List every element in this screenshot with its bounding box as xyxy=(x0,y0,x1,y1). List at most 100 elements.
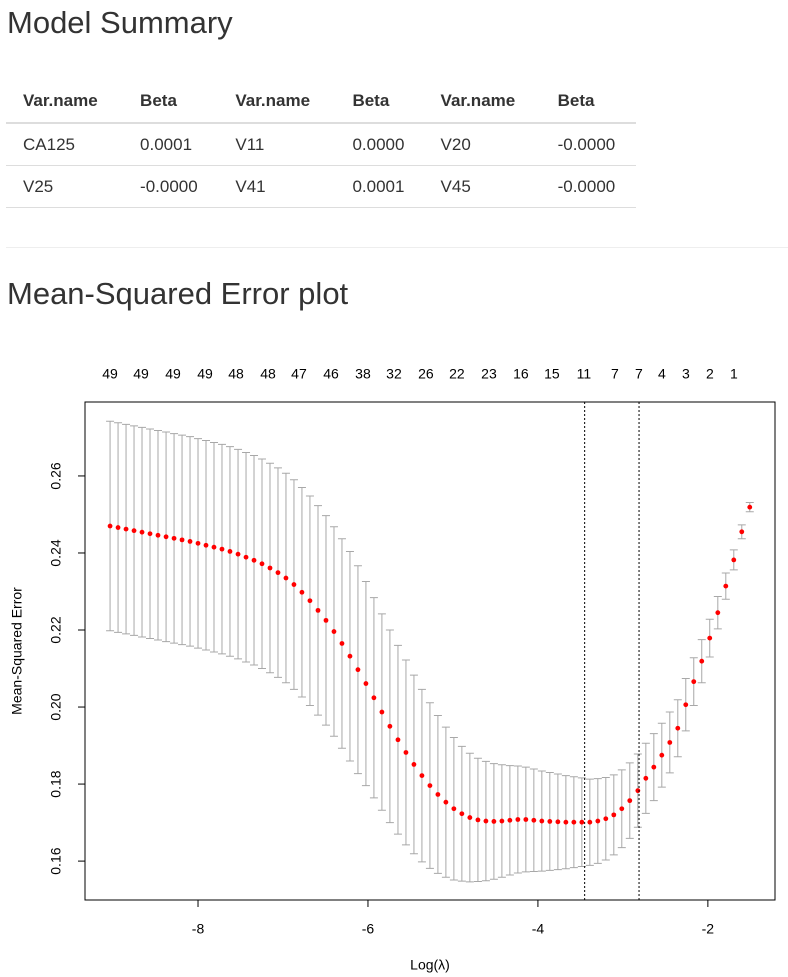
mean-point xyxy=(347,653,353,659)
y-tick-label: 0.26 xyxy=(48,462,64,489)
mean-point xyxy=(475,817,481,823)
nzero-label: 2 xyxy=(706,366,714,382)
mean-point xyxy=(587,819,593,825)
table-cell: 0.0001 xyxy=(123,123,219,166)
mean-point xyxy=(131,528,137,534)
table-cell: -0.0000 xyxy=(540,123,636,166)
mean-point xyxy=(371,695,377,701)
mean-point xyxy=(187,539,193,544)
mean-point xyxy=(179,537,185,543)
mean-point xyxy=(731,557,737,563)
nzero-label: 11 xyxy=(577,366,592,382)
mean-point xyxy=(611,812,617,818)
mean-point xyxy=(427,783,433,789)
divider xyxy=(6,247,788,248)
mean-point xyxy=(163,534,169,540)
nzero-label: 15 xyxy=(544,366,560,382)
mean-point xyxy=(315,607,321,613)
header-row: Var.name Beta Var.name Beta Var.name Beta xyxy=(6,80,636,124)
mean-point xyxy=(395,737,401,743)
x-axis-label: Log(λ) xyxy=(410,957,450,973)
mean-point xyxy=(251,557,257,563)
column-header: Var.name xyxy=(218,80,336,124)
table-cell: -0.0000 xyxy=(540,165,636,208)
mean-point xyxy=(459,811,465,817)
table-cell: V25 xyxy=(6,165,124,208)
nzero-label: 49 xyxy=(133,366,149,382)
mean-point xyxy=(595,818,601,824)
mean-point xyxy=(683,702,689,708)
nzero-label: 47 xyxy=(291,366,307,382)
mean-point xyxy=(491,819,497,824)
mean-point xyxy=(339,641,345,646)
mean-point xyxy=(571,819,577,825)
mean-point xyxy=(579,819,585,825)
mean-point xyxy=(219,546,225,552)
mean-point xyxy=(299,589,305,595)
mean-point xyxy=(443,799,449,805)
nzero-label: 48 xyxy=(228,366,244,382)
column-header: Beta xyxy=(123,80,219,124)
mean-point xyxy=(667,740,673,745)
mean-point xyxy=(267,565,273,571)
table-cell: V11 xyxy=(218,123,336,166)
mean-point xyxy=(123,526,129,532)
mean-point xyxy=(651,764,657,770)
mean-point xyxy=(715,610,721,616)
table-cell: V45 xyxy=(423,165,541,208)
plot-box xyxy=(84,401,776,901)
nzero-label: 7 xyxy=(611,366,619,382)
nzero-label: 48 xyxy=(260,366,276,382)
y-tick-label: 0.16 xyxy=(48,847,64,874)
nzero-label: 26 xyxy=(418,366,434,382)
table-cell: CA125 xyxy=(6,123,124,166)
table-cell: 0.0001 xyxy=(335,165,424,208)
mean-point xyxy=(523,817,529,822)
mean-point xyxy=(379,709,385,715)
mean-point xyxy=(555,819,561,825)
nzero-label: 46 xyxy=(323,366,339,382)
mean-point xyxy=(419,773,425,778)
mean-point xyxy=(619,806,625,812)
nzero-label: 49 xyxy=(165,366,181,382)
nzero-label: 16 xyxy=(513,366,529,382)
mean-point xyxy=(411,762,417,767)
mean-point xyxy=(195,540,201,546)
mean-point xyxy=(451,806,457,812)
mean-point xyxy=(547,819,553,824)
x-tick-label: -4 xyxy=(532,921,545,937)
y-tick-label: 0.24 xyxy=(48,539,64,566)
mean-point xyxy=(531,817,537,823)
mean-point xyxy=(691,679,697,685)
y-tick-label: 0.18 xyxy=(48,770,64,797)
section-title: Mean-Squared Error plot xyxy=(7,276,349,311)
column-header: Beta xyxy=(335,80,424,124)
mean-point xyxy=(307,598,313,604)
nzero-label: 49 xyxy=(197,366,213,382)
mean-point xyxy=(203,542,209,548)
table-cell: -0.0000 xyxy=(123,165,219,208)
table-body: CA125 0.0001 V11 0.0000 V20 -0.0000 V25 -0.0000… xyxy=(6,123,636,208)
chart: -8 -6 -4 -2 0.16 0.18 0.20 0.22 0.24 0.26 49 49 49 49… xyxy=(9,366,776,973)
nzero-label: 1 xyxy=(730,366,738,382)
mean-point xyxy=(291,582,297,587)
column-header: Var.name xyxy=(423,80,541,124)
mean-point xyxy=(467,815,473,820)
nzero-label: 4 xyxy=(658,366,666,382)
mean-point xyxy=(659,752,665,758)
mean-point xyxy=(275,570,281,576)
table-cell: 0.0000 xyxy=(335,123,424,166)
mean-point xyxy=(675,725,681,731)
nzero-label: 32 xyxy=(386,366,402,382)
mean-point xyxy=(699,658,705,664)
mean-point xyxy=(259,561,265,567)
mean-point xyxy=(387,723,393,729)
y-axis-label: Mean-Squared Error xyxy=(9,587,25,715)
table-row: V25 -0.0000 V41 0.0001 V45 -0.0000 xyxy=(6,165,636,208)
nzero-label: 38 xyxy=(355,366,371,382)
nzero-label: 49 xyxy=(102,366,118,382)
mean-point xyxy=(483,818,489,824)
mean-point xyxy=(355,667,361,673)
mean-point xyxy=(323,617,329,623)
